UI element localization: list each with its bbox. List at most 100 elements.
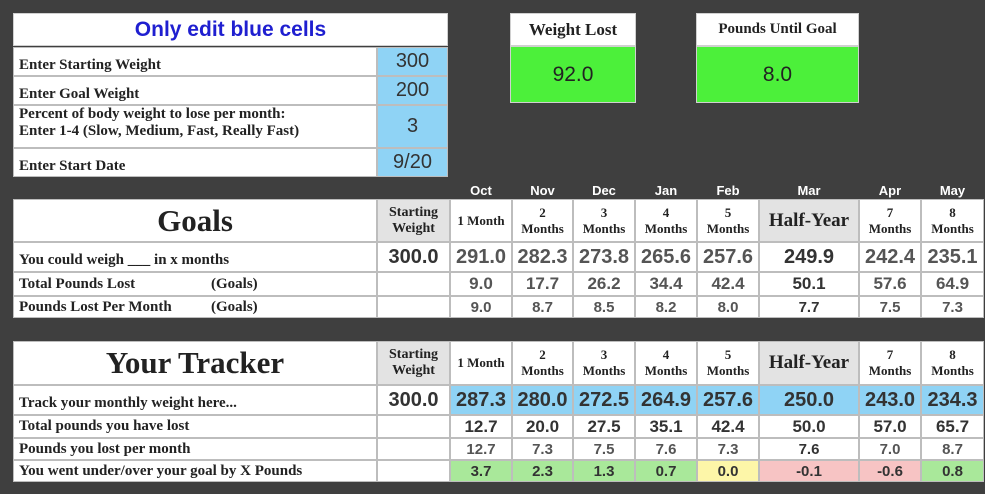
- goals-projected-cell: 249.9: [759, 242, 859, 272]
- tracker-per-month-cell: 7.0: [859, 438, 921, 460]
- tracker-weight-input[interactable]: 287.3: [450, 385, 512, 415]
- month-header-apr: Apr: [878, 183, 902, 198]
- tracker-total-lost-cell: 57.0: [859, 415, 921, 438]
- weight-lost-value: 92.0: [510, 46, 636, 103]
- goals-per-month-cell: 8.0: [697, 296, 759, 318]
- goals-projected-cell: 273.8: [573, 242, 635, 272]
- goals-header-5-months: 5 Months: [697, 199, 759, 242]
- goals-projected-cell: 265.6: [635, 242, 697, 272]
- tracker-weight-input[interactable]: 234.3: [921, 385, 984, 415]
- tracker-per-month-cell: 7.3: [512, 438, 573, 460]
- month-header-jan: Jan: [654, 183, 678, 198]
- instructions-title: Only edit blue cells: [13, 13, 448, 46]
- goals-projected-cell: 257.6: [697, 242, 759, 272]
- tracker-total-lost-cell: 27.5: [573, 415, 635, 438]
- instructions-title-text: Only edit blue cells: [134, 17, 327, 41]
- tracker-row-label-per-month: Pounds you lost per month: [13, 438, 377, 460]
- tracker-total-lost-cell: 20.0: [512, 415, 573, 438]
- tracker-weight-start-cell: 300.0: [377, 385, 450, 415]
- month-header-may: May: [939, 183, 966, 198]
- tracker-weight-input[interactable]: 243.0: [859, 385, 921, 415]
- goals-header-8-months: 8 Months: [921, 199, 984, 242]
- tracker-header-7-months: 7 Months: [859, 341, 921, 385]
- month-header-oct: Oct: [470, 183, 492, 198]
- goals-per-month-cell: 7.7: [759, 296, 859, 318]
- input-label-starting-weight: Enter Starting Weight: [13, 47, 377, 76]
- month-header-dec: Dec: [592, 183, 616, 198]
- month-header-feb: Feb: [716, 183, 740, 198]
- month-header-nov: Nov: [530, 183, 555, 198]
- input-label-goal-weight: Enter Goal Weight: [13, 76, 377, 105]
- tracker-row-label-total-lost: Total pounds you have lost: [13, 415, 377, 438]
- tracker-per-month-cell: 7.6: [759, 438, 859, 460]
- tracker-under-over-cell: 2.3: [512, 460, 573, 482]
- tracker-header-4-months: 4 Months: [635, 341, 697, 385]
- goals-projected-cell: 235.1: [921, 242, 984, 272]
- goals-per-month-cell: 8.2: [635, 296, 697, 318]
- tracker-per-month-cell: 12.7: [450, 438, 512, 460]
- input-label-loss-rate: Percent of body weight to lose per month…: [13, 105, 377, 148]
- goals-total-lost-start-cell: [377, 272, 450, 296]
- goals-total-lost-cell: 17.7: [512, 272, 573, 296]
- month-header-mar: Mar: [797, 183, 821, 198]
- goals-total-lost-cell: 64.9: [921, 272, 984, 296]
- tracker-row-label-monthly-weight: Track your monthly weight here...: [13, 385, 377, 415]
- tracker-header-5-months: 5 Months: [697, 341, 759, 385]
- tracker-per-month-cell: 8.7: [921, 438, 984, 460]
- tracker-header-8-months: 8 Months: [921, 341, 984, 385]
- tracker-weight-input[interactable]: 272.5: [573, 385, 635, 415]
- goal-weight-input[interactable]: 200: [377, 76, 448, 105]
- goals-row-label-total-lost: Total Pounds Lost (Goals): [13, 272, 377, 296]
- start-date-input[interactable]: 9/20: [377, 148, 448, 177]
- pounds-until-goal-value: 8.0: [696, 46, 859, 103]
- tracker-per-month-cell: 7.3: [697, 438, 759, 460]
- goals-per-month-cell: 7.3: [921, 296, 984, 318]
- tracker-row-label-under-over: You went under/over your goal by X Pound…: [13, 460, 377, 482]
- weight-lost-label: Weight Lost: [510, 13, 636, 46]
- starting-weight-input[interactable]: 300: [377, 47, 448, 76]
- goals-total-lost-cell: 9.0: [450, 272, 512, 296]
- tracker-header-half-year: Half-Year: [759, 341, 859, 385]
- goals-total-lost-cell: 26.2: [573, 272, 635, 296]
- tracker-weight-input[interactable]: 250.0: [759, 385, 859, 415]
- goals-row-label-per-month: Pounds Lost Per Month (Goals): [13, 296, 377, 318]
- loss-rate-input[interactable]: 3: [377, 105, 448, 148]
- tracker-per-month-cell: 7.6: [635, 438, 697, 460]
- goals-header-2-months: 2 Months: [512, 199, 573, 242]
- tracker-total-lost-cell: 42.4: [697, 415, 759, 438]
- goals-projected-cell: 282.3: [512, 242, 573, 272]
- tracker-total-lost-cell: 35.1: [635, 415, 697, 438]
- tracker-under-over-cell: 0.7: [635, 460, 697, 482]
- loss-rate-label-line1: Percent of body weight to lose per month…: [19, 106, 286, 122]
- goals-projected-start-cell: 300.0: [377, 242, 450, 272]
- input-label-start-date: Enter Start Date: [13, 148, 377, 177]
- tracker-weight-input[interactable]: 257.6: [697, 385, 759, 415]
- tracker-total-lost-start-cell: [377, 415, 450, 438]
- goals-tag: (Goals): [211, 298, 258, 315]
- tracker-under-over-start-cell: [377, 460, 450, 482]
- tracker-under-over-cell: 0.8: [921, 460, 984, 482]
- goals-per-month-cell: 8.7: [512, 296, 573, 318]
- tracker-under-over-cell: 1.3: [573, 460, 635, 482]
- tracker-total-lost-cell: 65.7: [921, 415, 984, 438]
- goals-tag: (Goals): [211, 275, 258, 292]
- goals-per-month-cell: 7.5: [859, 296, 921, 318]
- goals-total-lost-cell: 42.4: [697, 272, 759, 296]
- tracker-header-2-months: 2 Months: [512, 341, 573, 385]
- loss-rate-label-line2: Enter 1-4 (Slow, Medium, Fast, Really Fa…: [19, 123, 300, 139]
- goals-header-half-year: Half-Year: [759, 199, 859, 242]
- tracker-total-lost-cell: 12.7: [450, 415, 512, 438]
- tracker-per-month-start-cell: [377, 438, 450, 460]
- goals-per-month-cell: 9.0: [450, 296, 512, 318]
- goals-total-lost-cell: 34.4: [635, 272, 697, 296]
- tracker-under-over-cell: 3.7: [450, 460, 512, 482]
- tracker-under-over-cell: 0.0: [697, 460, 759, 482]
- tracker-weight-input[interactable]: 280.0: [512, 385, 573, 415]
- goals-header-7-months: 7 Months: [859, 199, 921, 242]
- goals-projected-cell: 291.0: [450, 242, 512, 272]
- tracker-weight-input[interactable]: 264.9: [635, 385, 697, 415]
- tracker-per-month-cell: 7.5: [573, 438, 635, 460]
- tracker-header-3-months: 3 Months: [573, 341, 635, 385]
- tracker-total-lost-cell: 50.0: [759, 415, 859, 438]
- goals-header-4-months: 4 Months: [635, 199, 697, 242]
